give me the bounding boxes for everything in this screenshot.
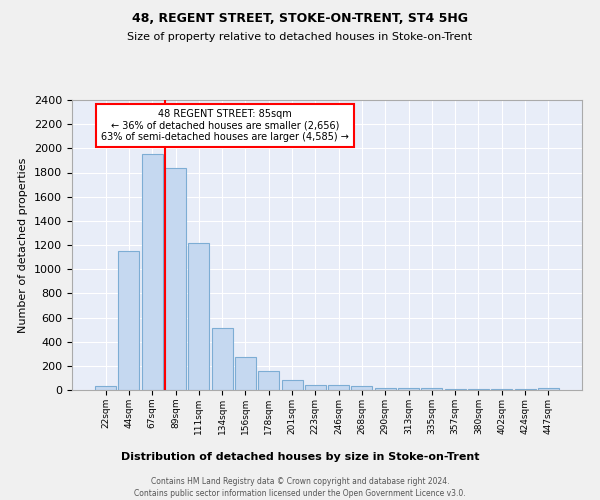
- Bar: [235, 358, 256, 390]
- Bar: [188, 242, 209, 390]
- Text: Distribution of detached houses by size in Stoke-on-Trent: Distribution of detached houses by size …: [121, 452, 479, 462]
- Bar: [281, 380, 302, 390]
- Bar: [328, 385, 349, 390]
- Y-axis label: Number of detached properties: Number of detached properties: [19, 158, 28, 332]
- Text: Contains HM Land Registry data © Crown copyright and database right 2024.: Contains HM Land Registry data © Crown c…: [151, 476, 449, 486]
- Text: 48 REGENT STREET: 85sqm
← 36% of detached houses are smaller (2,656)
63% of semi: 48 REGENT STREET: 85sqm ← 36% of detache…: [101, 108, 349, 142]
- Bar: [305, 384, 326, 390]
- Bar: [258, 372, 279, 390]
- Bar: [212, 328, 233, 390]
- Text: Contains public sector information licensed under the Open Government Licence v3: Contains public sector information licen…: [134, 490, 466, 498]
- Bar: [142, 154, 163, 390]
- Bar: [375, 388, 396, 390]
- Bar: [95, 386, 116, 390]
- Bar: [445, 389, 466, 390]
- Bar: [118, 251, 139, 390]
- Text: 48, REGENT STREET, STOKE-ON-TRENT, ST4 5HG: 48, REGENT STREET, STOKE-ON-TRENT, ST4 5…: [132, 12, 468, 26]
- Text: Size of property relative to detached houses in Stoke-on-Trent: Size of property relative to detached ho…: [127, 32, 473, 42]
- Bar: [468, 389, 489, 390]
- Bar: [421, 388, 442, 390]
- Bar: [538, 388, 559, 390]
- Bar: [398, 388, 419, 390]
- Bar: [165, 168, 186, 390]
- Bar: [352, 386, 373, 390]
